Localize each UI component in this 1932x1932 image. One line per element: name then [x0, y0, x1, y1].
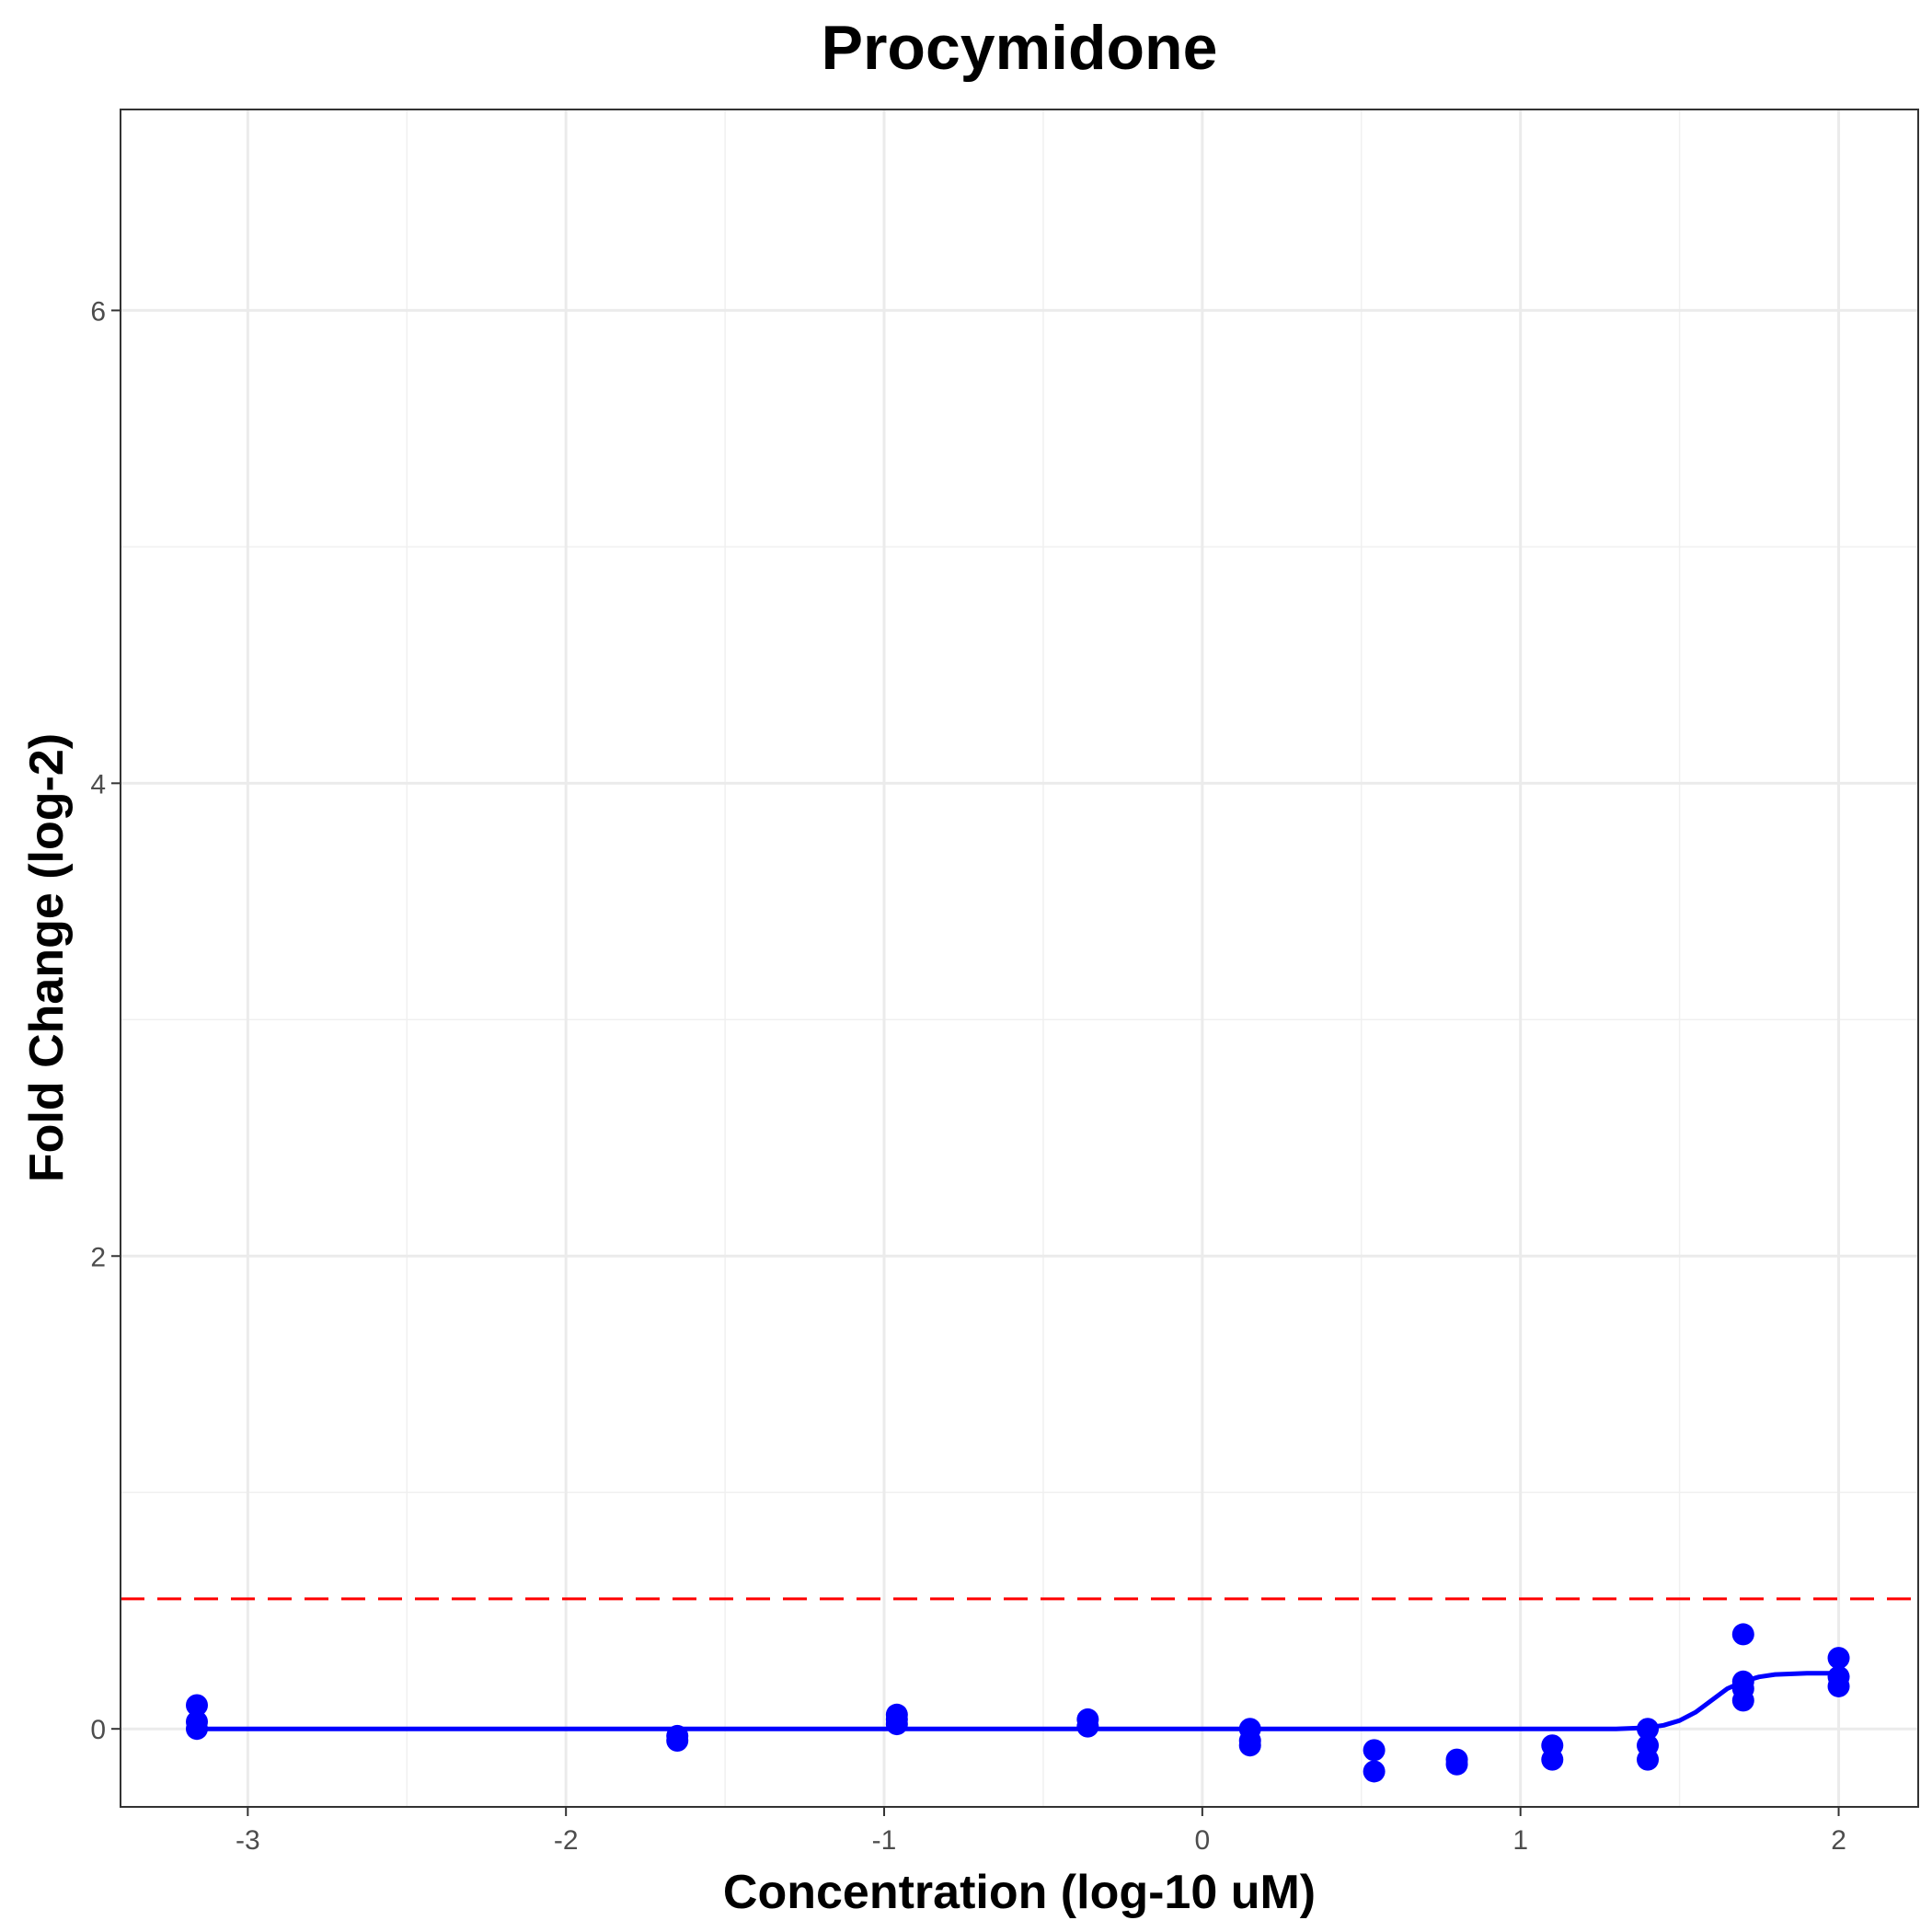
data-point	[186, 1718, 209, 1741]
y-tick-label: 4	[90, 769, 106, 799]
data-point	[1076, 1715, 1099, 1738]
x-axis-title: Concentration (log-10 uM)	[723, 1866, 1316, 1919]
data-point	[1731, 1689, 1754, 1712]
fit-curve	[197, 1671, 1839, 1731]
data-point	[1827, 1647, 1850, 1670]
chart-title: Procymidone	[822, 13, 1218, 83]
data-point	[1637, 1748, 1660, 1771]
x-tick-label: 2	[1831, 1825, 1846, 1856]
major-gridlines	[121, 109, 1918, 1807]
data-point	[1827, 1674, 1850, 1697]
data-point	[1637, 1718, 1660, 1741]
data-point	[1363, 1739, 1386, 1762]
y-tick-label: 0	[90, 1715, 106, 1745]
y-tick-label: 2	[90, 1242, 106, 1272]
plot-panel-border	[120, 109, 1919, 1808]
fit-curve-layer	[197, 1671, 1839, 1731]
data-point	[666, 1730, 689, 1753]
data-point	[186, 1694, 209, 1717]
data-point	[1363, 1760, 1386, 1783]
y-tick-label: 6	[90, 296, 106, 327]
x-tick-label: -3	[236, 1825, 260, 1856]
data-point	[1541, 1748, 1564, 1771]
minor-gridlines	[121, 109, 1918, 1807]
x-tick-label: -1	[872, 1825, 897, 1856]
y-axis-title: Fold Change (log-2)	[20, 733, 74, 1182]
data-points-layer	[186, 1623, 1850, 1783]
x-tick-label: 1	[1512, 1825, 1528, 1856]
x-tick-label: -2	[554, 1825, 579, 1856]
data-point	[1731, 1623, 1754, 1646]
axis-ticks: -3 -2 -1 0 1 2 0 2 4 6	[90, 296, 1846, 1856]
data-point	[885, 1713, 908, 1736]
x-tick-label: 0	[1195, 1825, 1211, 1856]
data-point	[1238, 1734, 1261, 1757]
data-point	[1445, 1753, 1468, 1776]
